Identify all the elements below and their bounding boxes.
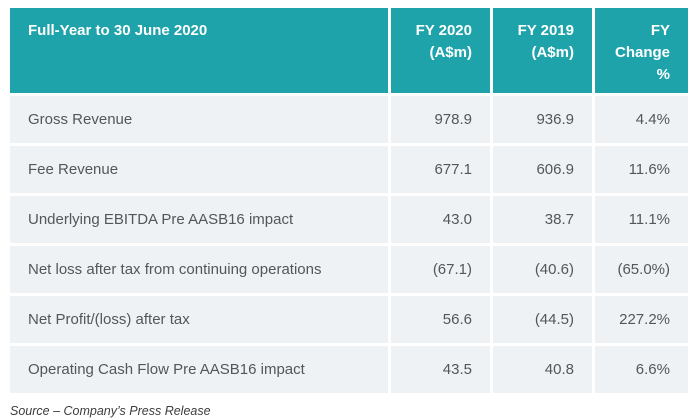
header-fy-change: FY Change % [595, 8, 688, 93]
row-label: Net loss after tax from continuing opera… [10, 246, 388, 293]
row-label: Gross Revenue [10, 96, 388, 143]
header-fy2019: FY 2019 (A$m) [493, 8, 592, 93]
row-change-value: 11.1% [595, 196, 688, 243]
row-fy2019-value: 606.9 [493, 146, 592, 193]
row-fy2020-value: 677.1 [391, 146, 490, 193]
row-label: Underlying EBITDA Pre AASB16 impact [10, 196, 388, 243]
row-fy2019-value: (44.5) [493, 296, 592, 343]
row-fy2020-value: 43.0 [391, 196, 490, 243]
row-fy2020-value: 43.5 [391, 346, 490, 393]
source-attribution: Source – Company’s Press Release [10, 404, 211, 418]
row-label: Operating Cash Flow Pre AASB16 impact [10, 346, 388, 393]
row-change-value: 227.2% [595, 296, 688, 343]
row-change-value: 11.6% [595, 146, 688, 193]
row-fy2019-value: 936.9 [493, 96, 592, 143]
financial-results-table: Full-Year to 30 June 2020 FY 2020 (A$m) … [10, 8, 688, 393]
row-change-value: 6.6% [595, 346, 688, 393]
header-fy2020: FY 2020 (A$m) [391, 8, 490, 93]
row-fy2019-value: 38.7 [493, 196, 592, 243]
row-label: Net Profit/(loss) after tax [10, 296, 388, 343]
row-change-value: (65.0%) [595, 246, 688, 293]
row-fy2020-value: 978.9 [391, 96, 490, 143]
row-fy2019-value: (40.6) [493, 246, 592, 293]
header-period: Full-Year to 30 June 2020 [10, 8, 388, 93]
row-change-value: 4.4% [595, 96, 688, 143]
row-label: Fee Revenue [10, 146, 388, 193]
row-fy2020-value: 56.6 [391, 296, 490, 343]
row-fy2019-value: 40.8 [493, 346, 592, 393]
row-fy2020-value: (67.1) [391, 246, 490, 293]
